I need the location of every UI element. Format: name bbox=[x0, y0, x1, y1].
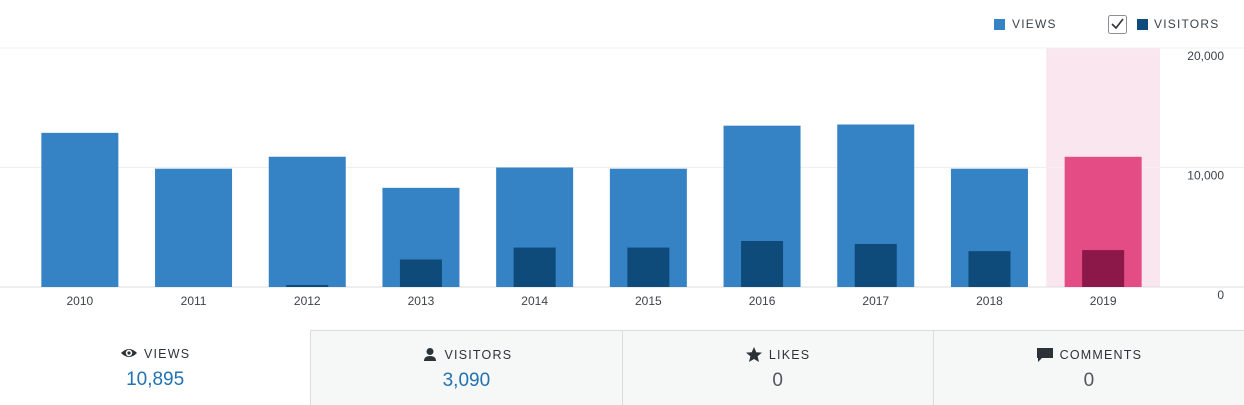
summary-value: 0 bbox=[772, 370, 783, 391]
summary-label-row: LIKES bbox=[623, 347, 933, 362]
legend-swatch bbox=[994, 19, 1005, 30]
legend-checkbox[interactable] bbox=[1108, 15, 1127, 34]
summary-value: 3,090 bbox=[442, 370, 491, 391]
visitors-bar bbox=[399, 259, 442, 287]
summary-label: VISITORS bbox=[444, 347, 513, 362]
x-tick-label: 2018 bbox=[976, 294, 1003, 308]
y-tick-label: 0 bbox=[1217, 288, 1224, 302]
x-tick-label: 2011 bbox=[181, 294, 207, 308]
views-bar bbox=[268, 156, 346, 287]
summary-icon bbox=[1036, 348, 1053, 362]
visitors-bar bbox=[1082, 250, 1125, 287]
summary-icon bbox=[120, 349, 137, 357]
visitors-bar bbox=[741, 240, 784, 287]
summary-tab[interactable]: LIKES 0 bbox=[621, 330, 933, 405]
summary-label: VIEWS bbox=[143, 346, 191, 361]
visitors-bar bbox=[968, 251, 1011, 287]
visitors-bar bbox=[627, 247, 670, 287]
summary-tab[interactable]: COMMENTS 0 bbox=[932, 330, 1244, 405]
x-tick-label: 2019 bbox=[1090, 294, 1117, 308]
legend-label: VIEWS bbox=[1012, 17, 1057, 31]
visitors-bar bbox=[286, 284, 329, 287]
summary-icon bbox=[423, 348, 436, 361]
summary-label: COMMENTS bbox=[1059, 347, 1143, 362]
x-tick-label: 2014 bbox=[521, 294, 548, 308]
summary-label-row: VISITORS bbox=[311, 347, 621, 362]
summary-label-row: COMMENTS bbox=[934, 347, 1244, 362]
x-tick-label: 2010 bbox=[66, 294, 93, 308]
summary-value: 10,895 bbox=[126, 369, 185, 390]
views-bar bbox=[155, 168, 233, 287]
summary-label-row: VIEWS bbox=[0, 346, 310, 361]
summary-tab[interactable]: VISITORS 3,090 bbox=[310, 330, 622, 405]
x-tick-label: 2015 bbox=[635, 294, 662, 308]
visitors-bar bbox=[854, 243, 897, 287]
summary-tabs: VIEWS 10,895 VISITORS 3,090 LIKES 0 COMMENTS 0 bbox=[0, 330, 1244, 405]
y-tick-label: 20,000 bbox=[1187, 49, 1224, 63]
x-tick-label: 2013 bbox=[408, 294, 435, 308]
x-tick-label: 2017 bbox=[862, 294, 889, 308]
x-tick-label: 2016 bbox=[749, 294, 776, 308]
summary-tab[interactable]: VIEWS 10,895 bbox=[0, 330, 311, 405]
summary-value: 0 bbox=[1083, 370, 1095, 391]
y-tick-label: 10,000 bbox=[1187, 169, 1224, 183]
x-tick-label: 2012 bbox=[294, 294, 321, 308]
summary-icon bbox=[745, 347, 762, 362]
views-bar bbox=[41, 132, 119, 287]
chart: 0 10,000 20,000 2010 2011 2012 2013 2014 2015 201… bbox=[0, 15, 1244, 308]
checkmark bbox=[1111, 18, 1124, 30]
visitors-bar bbox=[513, 247, 556, 287]
legend-swatch bbox=[1137, 19, 1148, 30]
legend-label: VISITORS bbox=[1154, 17, 1219, 31]
summary-label: LIKES bbox=[768, 347, 811, 362]
